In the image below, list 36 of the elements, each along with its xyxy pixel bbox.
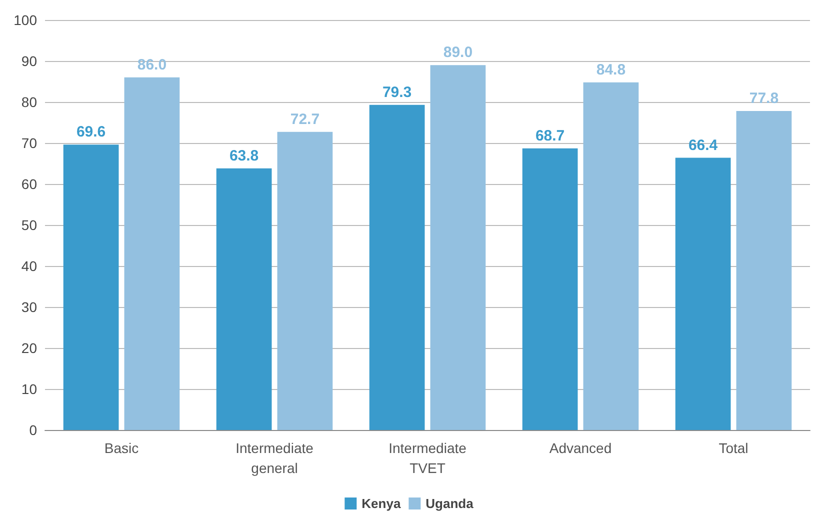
x-tick-label: Basic (104, 440, 139, 456)
y-tick-label: 70 (21, 135, 38, 151)
bar (216, 168, 272, 430)
text: 68.7 (535, 127, 565, 144)
x-tick-label: Advanced (549, 440, 612, 456)
y-tick-label: 60 (21, 176, 38, 192)
y-tick-label: 30 (21, 299, 38, 315)
bar (277, 132, 333, 430)
y-tick-label: 80 (21, 94, 38, 110)
x-tick-label: Intermediate TVET (388, 440, 467, 476)
bar (522, 148, 578, 430)
text: 84.8 (596, 61, 626, 78)
legend-label: Kenya (362, 496, 402, 511)
y-tick-label: 10 (21, 381, 38, 397)
bar (675, 158, 731, 430)
bar (369, 104, 425, 430)
y-tick-label: 40 (21, 258, 38, 274)
bar (430, 65, 486, 430)
y-tick-label: 100 (14, 12, 38, 28)
bar (736, 111, 792, 430)
bar (583, 82, 639, 430)
text: 79.3 (382, 84, 412, 101)
bar (63, 144, 119, 430)
y-tick-label: 20 (21, 340, 38, 356)
legend-label: Uganda (426, 496, 474, 511)
text: 69.6 (76, 124, 106, 141)
y-tick-label: 50 (21, 217, 38, 233)
x-tick-label: Total (718, 440, 748, 456)
y-tick-label: 0 (29, 422, 38, 438)
text: 66.4 (688, 136, 718, 154)
y-tick-label: 90 (21, 53, 38, 69)
x-tick-label: Intermediate general (236, 440, 314, 476)
bar (124, 77, 180, 430)
text: 63.8 (229, 147, 259, 164)
text: 72.7 (290, 110, 320, 128)
text: 89.0 (443, 44, 473, 62)
